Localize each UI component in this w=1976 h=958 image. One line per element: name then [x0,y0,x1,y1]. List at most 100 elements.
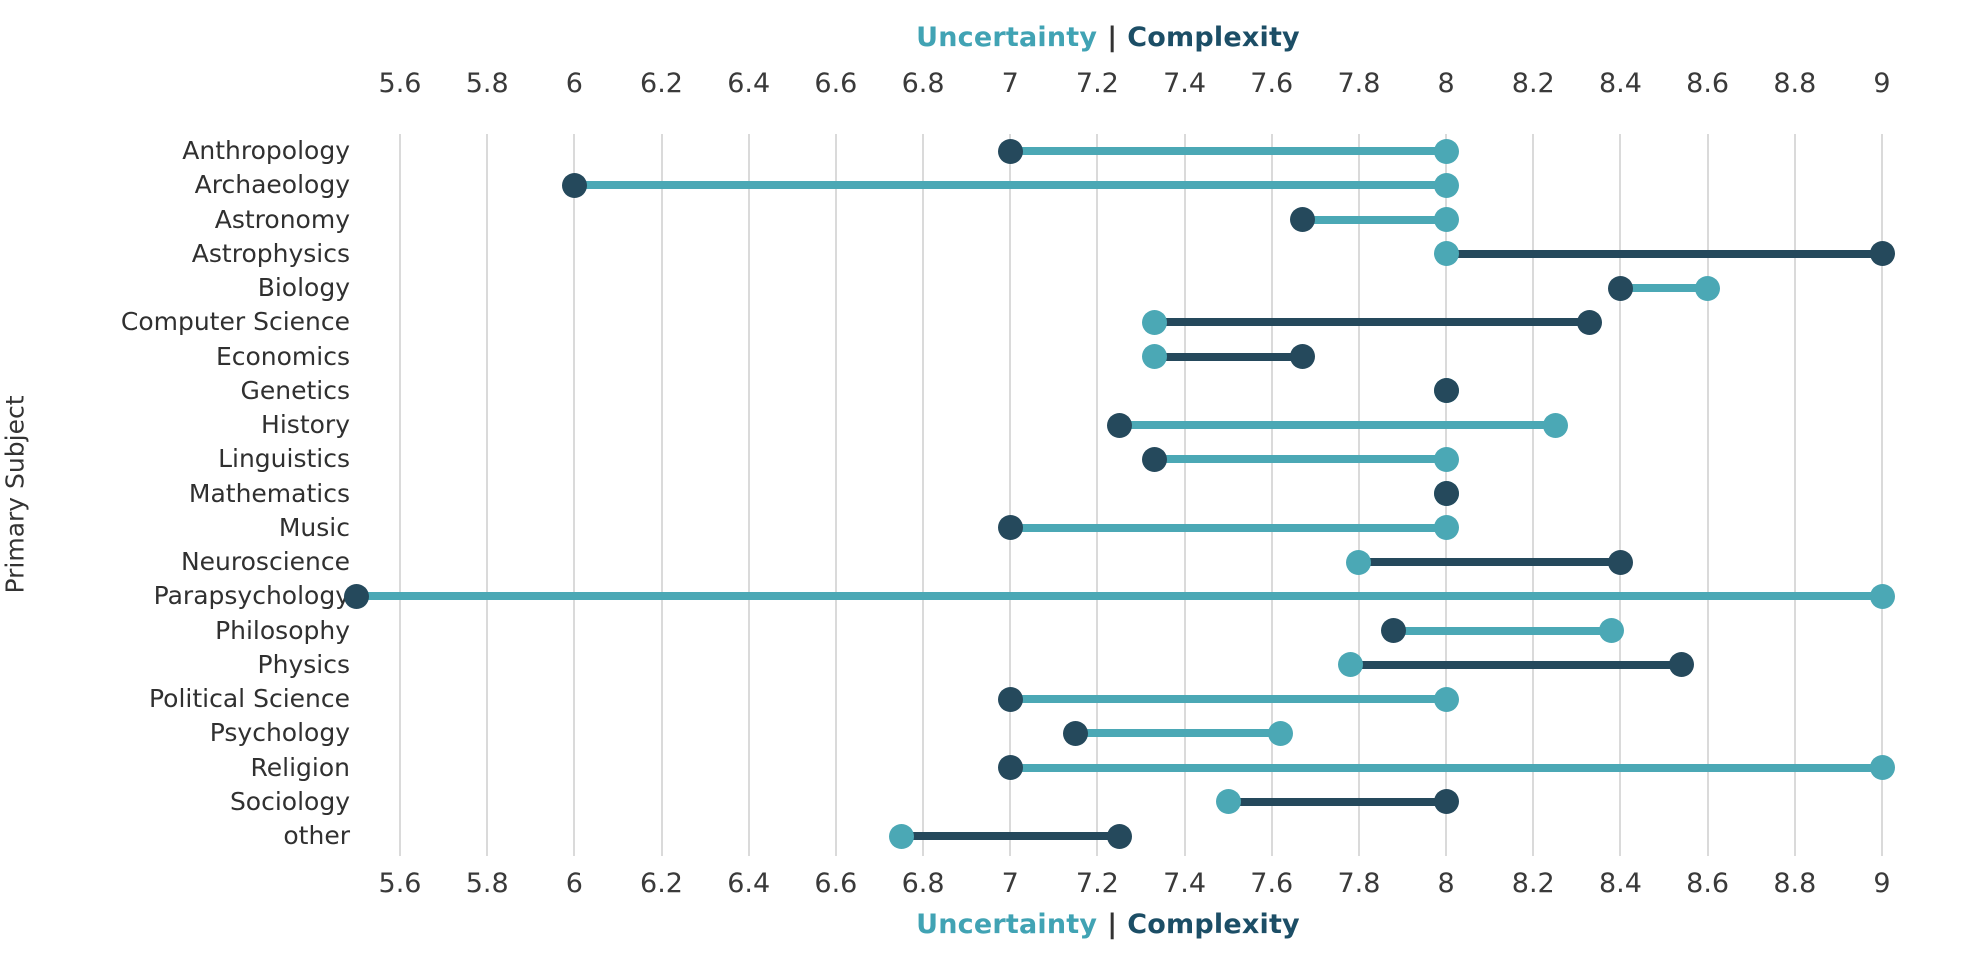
gridline [1009,134,1012,856]
uncertainty-dot [1141,309,1167,335]
tick-label-bottom: 9 [1873,868,1891,899]
category-label: Linguistics [218,444,350,474]
connector-line [1620,284,1708,292]
tick-label-top: 7.8 [1337,68,1381,99]
connector-line [1446,249,1882,258]
title-separator: | [1107,22,1118,53]
category-label: Physics [257,649,350,679]
complexity-dot [1668,652,1694,678]
complexity-dot [343,583,369,609]
tick-label-bottom: 7.4 [1163,868,1207,899]
connector-line [356,592,1882,601]
tick-label-bottom: 6.4 [727,868,771,899]
connector-line [1228,797,1447,806]
tick-label-bottom: 6.2 [640,868,683,899]
connector-line [1010,695,1447,703]
gridline [1793,134,1796,856]
title-separator: | [1107,909,1118,940]
tick-label-bottom: 8 [1437,868,1455,899]
gridline [1881,134,1883,856]
complexity-dot [1607,275,1633,301]
tick-label-bottom: 8.6 [1686,868,1730,899]
tick-label-top: 9 [1873,68,1891,99]
category-label: Music [278,512,350,542]
tick-label-bottom: 6.6 [814,868,858,899]
gridline [1270,134,1273,856]
tick-label-bottom: 5.8 [465,868,509,899]
uncertainty-dot [1869,755,1895,780]
uncertainty-dot [1433,207,1459,232]
tick-label-top: 6.2 [640,68,683,99]
complexity-dot [1607,549,1633,575]
complexity-dot [1289,344,1315,369]
complexity-dot [561,172,587,198]
complexity-dot [1106,823,1132,849]
gridline [922,134,925,856]
complexity-dot [1433,481,1459,506]
uncertainty-dot [1215,789,1241,815]
complexity-dot [997,515,1023,541]
complexity-dot [997,755,1023,780]
complexity-dot [1381,618,1407,643]
connector-line [1010,147,1447,155]
uncertainty-dot [1542,412,1568,438]
uncertainty-dot [1141,344,1167,369]
uncertainty-dot [1346,549,1372,575]
tick-label-top: 8.8 [1773,68,1817,99]
gridline [1096,134,1099,856]
complexity-dot [1433,378,1459,404]
complexity-dot [1433,789,1459,815]
complexity-dot [1289,207,1315,232]
category-label: Astronomy [214,204,350,234]
connector-line [1075,729,1281,738]
connector-line [574,181,1447,190]
tick-label-bottom: 5.6 [378,868,422,899]
uncertainty-dot [1433,138,1459,164]
category-label: Genetics [240,375,351,405]
category-label: Political Science [149,684,350,713]
category-label: Biology [257,273,350,302]
gridline [486,134,489,856]
tick-label-bottom: 7.2 [1075,868,1119,899]
uncertainty-dot [1869,583,1895,609]
category-label: Sociology [229,786,350,816]
category-label: Mathematics [188,478,350,508]
uncertainty-dot [1433,686,1459,712]
category-label: Religion [250,752,350,782]
tick-label-top: 6 [565,68,583,99]
tick-label-bottom: 7 [1001,868,1019,899]
category-label: History [261,410,350,439]
tick-label-top: 7 [1001,68,1019,99]
tick-label-bottom: 6 [565,868,583,899]
connector-line [1358,558,1621,566]
complexity-dot [1063,720,1089,746]
category-label: Archaeology [194,170,350,200]
tick-label-top: 7.4 [1163,68,1207,99]
uncertainty-dot [1433,241,1459,267]
complexity-dot [997,138,1023,164]
title-uncertainty: Uncertainty [916,22,1098,53]
connector-line [1119,421,1556,429]
gridline [1706,134,1709,856]
gridline [573,134,576,856]
gridline [399,134,401,856]
connector-line [1154,455,1447,464]
tick-label-top: 8.6 [1686,68,1730,99]
title-uncertainty: Uncertainty [916,909,1098,940]
tick-label-top: 8.4 [1598,68,1642,99]
tick-label-top: 5.6 [378,68,422,99]
category-label: other [283,821,350,850]
chart-title-bottom: Uncertainty | Complexity [240,909,1976,940]
tick-label-bottom: 7.6 [1250,868,1294,899]
title-complexity: Complexity [1127,909,1300,940]
gridline [1532,134,1535,856]
gridline [1183,134,1186,856]
gridline [1357,134,1360,856]
gridline [660,134,663,856]
category-label: Philosophy [215,615,350,645]
tick-label-top: 6.4 [727,68,771,99]
category-label: Psychology [209,718,350,748]
uncertainty-dot [1337,652,1363,678]
uncertainty-dot [888,823,914,849]
